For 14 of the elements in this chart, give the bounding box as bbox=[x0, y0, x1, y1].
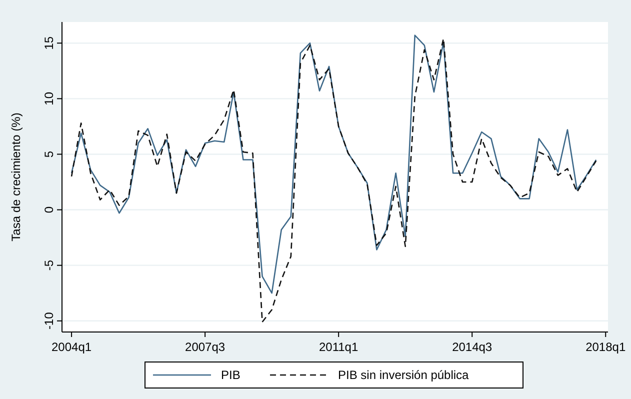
legend-label: PIB bbox=[221, 368, 240, 382]
x-tick-label: 2018q1 bbox=[586, 340, 626, 354]
y-tick-label: 0 bbox=[42, 206, 56, 214]
y-axis-title: Tasa de crecimiento (%) bbox=[9, 112, 23, 242]
x-tick-label: 2011q1 bbox=[319, 340, 358, 354]
x-tick-label: 2004q1 bbox=[52, 340, 92, 354]
legend-label: PIB sin inversión pública bbox=[338, 368, 470, 382]
y-tick-label: 10 bbox=[42, 92, 56, 106]
x-tick-label: 2014q3 bbox=[452, 340, 492, 354]
y-tick-label: 15 bbox=[42, 36, 56, 50]
x-tick-label: 2007q3 bbox=[185, 340, 226, 354]
y-tick-label: -10 bbox=[42, 312, 56, 330]
y-tick-label: 5 bbox=[42, 150, 56, 158]
y-tick-label: -5 bbox=[42, 260, 56, 271]
